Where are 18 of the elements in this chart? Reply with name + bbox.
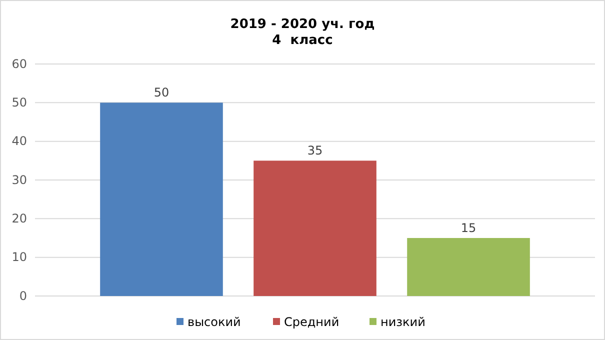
chart-subtitle: 4 класс [272, 33, 333, 48]
legend-label: высокий [188, 315, 241, 329]
bar [254, 160, 376, 296]
data-label: 15 [460, 221, 476, 235]
legend-label: Средний [284, 315, 340, 329]
bar [407, 238, 530, 296]
data-label: 35 [307, 144, 323, 158]
y-tick-label: 30 [12, 172, 27, 187]
y-tick-label: 40 [12, 134, 27, 148]
y-tick-label: 20 [12, 212, 27, 226]
chart-title: 2019 - 2020 уч. год [230, 17, 375, 32]
y-tick-label: 0 [19, 288, 27, 303]
y-tick-label: 60 [12, 56, 27, 71]
legend-label: низкий [380, 315, 426, 329]
y-tick-label: 50 [12, 96, 27, 110]
bar [100, 102, 223, 296]
y-tick-label: 10 [12, 250, 27, 264]
data-label: 50 [154, 86, 170, 100]
